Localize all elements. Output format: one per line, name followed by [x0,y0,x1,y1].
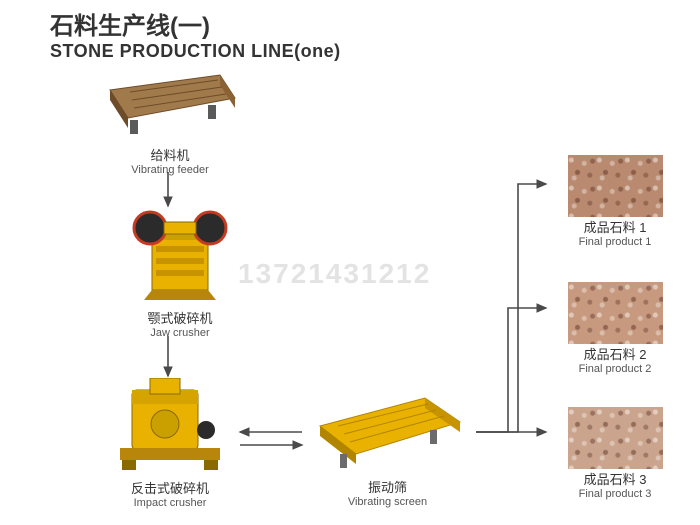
arrow-screen-to-p1 [476,184,546,432]
node-feeder: 给料机 Vibrating feeder [100,70,240,176]
node-jaw: 颚式破碎机 Jaw crusher [120,208,240,339]
feeder-label-en: Vibrating feeder [100,164,240,176]
screen-label-en: Vibrating screen [310,496,465,508]
watermark: 13721431212 [238,258,431,290]
jaw-crusher-icon [130,208,230,303]
node-impact: 反击式破碎机 Impact crusher [110,378,230,509]
product3-label-cn: 成品石料 3 [555,469,675,488]
impact-label-en: Impact crusher [110,497,230,509]
node-product3: 成品石料 3 Final product 3 [555,407,675,500]
arrow-screen-to-p2 [476,308,546,432]
impact-label-cn: 反击式破碎机 [110,478,230,497]
product3-label-en: Final product 3 [555,488,675,500]
vibrating-screen-icon [310,392,465,472]
node-screen: 振动筛 Vibrating screen [310,392,465,508]
product3-icon [568,407,663,469]
node-product1: 成品石料 1 Final product 1 [555,155,675,248]
feeder-label-cn: 给料机 [100,145,240,164]
screen-label-cn: 振动筛 [310,477,465,496]
title-cn: 石料生产线(一) [50,6,341,41]
title-block: 石料生产线(一) STONE PRODUCTION LINE(one) [50,6,341,62]
product2-label-cn: 成品石料 2 [555,344,675,363]
jaw-label-cn: 颚式破碎机 [120,308,240,327]
product2-icon [568,282,663,344]
node-product2: 成品石料 2 Final product 2 [555,282,675,375]
jaw-label-en: Jaw crusher [120,327,240,339]
feeder-icon [100,70,240,140]
product1-icon [568,155,663,217]
title-en: STONE PRODUCTION LINE(one) [50,41,341,62]
product1-label-en: Final product 1 [555,236,675,248]
product1-label-cn: 成品石料 1 [555,217,675,236]
impact-crusher-icon [110,378,230,473]
product2-label-en: Final product 2 [555,363,675,375]
